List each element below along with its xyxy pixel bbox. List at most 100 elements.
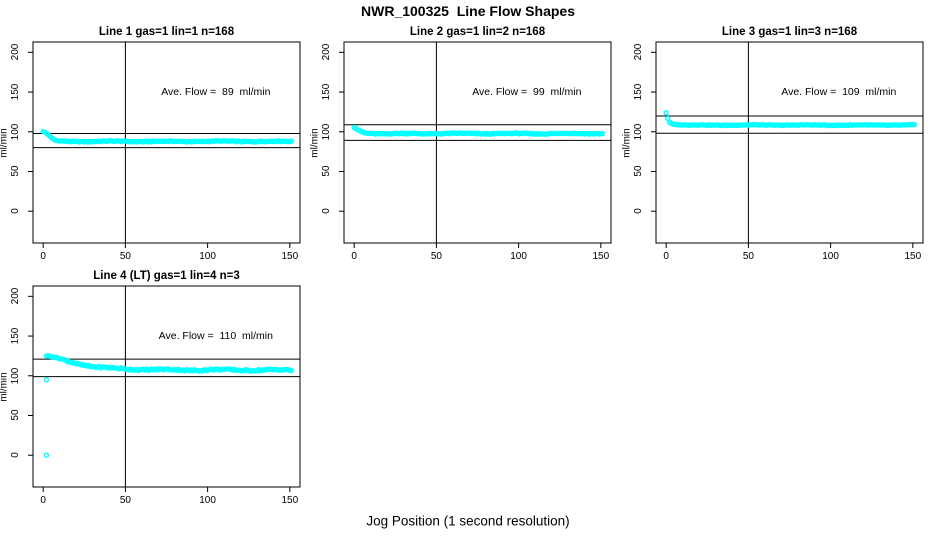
data-point [70, 138, 76, 144]
data-point [837, 122, 844, 129]
data-point [752, 121, 758, 128]
data-point [101, 138, 107, 144]
data-point [99, 363, 106, 370]
data-point [593, 130, 599, 137]
data-point [190, 367, 196, 374]
data-point [219, 366, 226, 373]
data-point [97, 365, 104, 371]
data-point [473, 131, 479, 137]
data-point [725, 122, 732, 128]
data-point [512, 130, 519, 136]
data-point [363, 130, 369, 136]
data-point [124, 138, 130, 145]
data-point [464, 130, 471, 136]
data-point [386, 130, 392, 137]
data-point [254, 139, 260, 145]
data-point [374, 130, 380, 137]
plot-box [32, 285, 301, 488]
data-point [134, 139, 140, 145]
data-point [170, 138, 176, 145]
data-point [436, 131, 443, 137]
data-point [147, 366, 153, 373]
data-point [282, 138, 288, 145]
data-point [565, 130, 571, 137]
data-point [250, 367, 257, 374]
data-point [872, 122, 878, 128]
data-point [547, 130, 553, 137]
data-point [53, 354, 59, 360]
data-point [793, 122, 799, 128]
data-point [45, 353, 51, 359]
data-point [762, 122, 768, 128]
data-point [529, 131, 535, 137]
data-point [155, 138, 162, 144]
data-point [575, 130, 581, 137]
data-point [135, 138, 142, 145]
data-point [288, 138, 295, 144]
data-point [255, 138, 262, 145]
data-point [679, 122, 686, 128]
ave-flow-annotation: Ave. Flow = 99 ml/min [472, 86, 582, 99]
data-point [822, 122, 829, 128]
data-point [84, 363, 91, 369]
data-point [785, 122, 791, 128]
data-point [394, 130, 400, 137]
data-point [277, 367, 283, 374]
data-point [152, 367, 158, 373]
data-point [193, 138, 199, 145]
data-point [566, 130, 573, 137]
data-point [686, 122, 692, 128]
data-point [558, 130, 565, 137]
data-point [86, 362, 92, 369]
data-point [847, 121, 854, 128]
data-point [476, 130, 482, 137]
data-point [234, 138, 240, 144]
data-point [816, 122, 822, 128]
data-point [264, 138, 270, 145]
data-point [882, 122, 888, 128]
data-point [242, 138, 249, 145]
data-point [84, 139, 91, 145]
data-point [665, 115, 671, 122]
data-point [48, 353, 55, 360]
data-point [193, 367, 199, 374]
data-point [259, 367, 265, 373]
data-point [102, 364, 109, 370]
data-point [75, 360, 81, 367]
data-point [58, 356, 64, 362]
data-point [76, 361, 83, 367]
data-point [783, 122, 789, 128]
x-tick-label: 100 [199, 251, 216, 262]
data-point [906, 121, 913, 128]
data-point [224, 366, 231, 372]
x-tick-label: 100 [510, 251, 527, 262]
data-point [422, 131, 428, 137]
data-point [670, 121, 676, 127]
data-point [262, 138, 268, 145]
data-point [153, 138, 160, 145]
data-point [80, 138, 86, 145]
data-point [870, 122, 877, 128]
data-point [356, 127, 362, 134]
data-point [288, 367, 295, 374]
data-point [367, 130, 374, 137]
data-points-layer [663, 110, 918, 129]
data-point [844, 122, 850, 128]
panel-title: Line 2 gas=1 lin=2 n=168 [409, 26, 546, 38]
data-point [43, 353, 50, 359]
data-point [583, 130, 589, 137]
data-point [236, 138, 242, 144]
data-point [458, 130, 464, 136]
data-point [596, 131, 602, 137]
data-point [83, 138, 89, 145]
data-point [598, 130, 604, 137]
data-point [109, 138, 115, 144]
data-point [117, 365, 124, 371]
data-point [389, 131, 395, 137]
data-point [494, 130, 500, 137]
data-point [122, 138, 129, 144]
data-point [561, 130, 568, 137]
data-point [579, 130, 586, 137]
y-tick-label: 100 [10, 367, 21, 385]
data-point [71, 360, 78, 366]
